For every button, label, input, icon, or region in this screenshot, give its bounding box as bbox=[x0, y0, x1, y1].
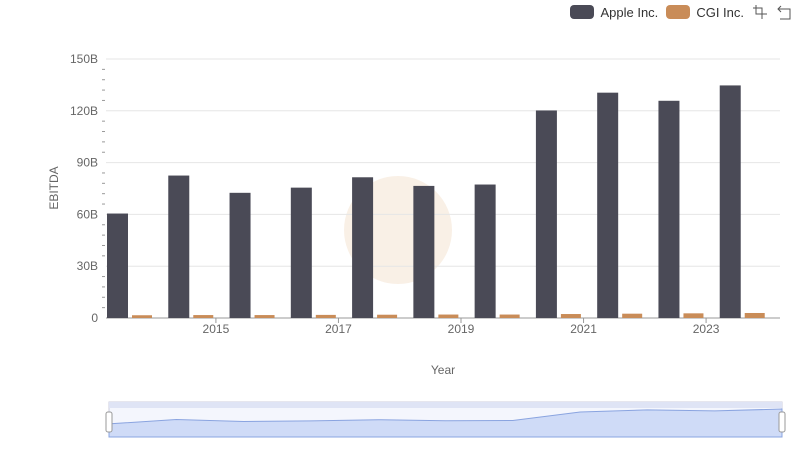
bar-apple-2016 bbox=[229, 192, 251, 318]
legend-item-cgi[interactable]: CGI Inc. bbox=[666, 5, 744, 20]
bar-apple-2022 bbox=[597, 92, 619, 318]
bar-apple-2023 bbox=[658, 100, 680, 318]
cgi-swatch bbox=[666, 5, 691, 19]
legend-label: CGI Inc. bbox=[696, 4, 744, 20]
bar-cgi-2016 bbox=[254, 315, 275, 318]
bar-cgi-2015 bbox=[193, 315, 214, 318]
bar-cgi-2017 bbox=[315, 314, 336, 318]
legend-label: Apple Inc. bbox=[600, 4, 659, 20]
bar-apple-2020 bbox=[474, 184, 496, 318]
bar-apple-2015 bbox=[168, 175, 190, 318]
apple-swatch bbox=[570, 5, 595, 19]
bar-apple-2019 bbox=[413, 185, 435, 318]
y-tick-label: 90B bbox=[77, 156, 98, 170]
navigator-handle-left[interactable] bbox=[105, 411, 113, 433]
y-tick-label: 0 bbox=[91, 311, 98, 325]
bar-apple-2014 bbox=[107, 213, 128, 318]
bar-apple-2024 bbox=[719, 85, 741, 318]
y-tick-label: 120B bbox=[70, 104, 98, 118]
bar-apple-2021 bbox=[535, 110, 557, 318]
bar-cgi-2014 bbox=[132, 315, 152, 318]
y-tick-label: 60B bbox=[77, 207, 98, 221]
bar-apple-2018 bbox=[352, 177, 374, 318]
bar-cgi-2023 bbox=[683, 313, 704, 318]
bar-cgi-2022 bbox=[622, 313, 643, 318]
bar-cgi-2019 bbox=[438, 314, 459, 318]
x-tick-label: 2019 bbox=[448, 322, 475, 336]
x-axis-title: Year bbox=[431, 363, 455, 377]
bar-cgi-2020 bbox=[499, 314, 520, 318]
navigator-series bbox=[108, 408, 783, 438]
zoom-select-icon[interactable] bbox=[752, 4, 768, 20]
x-tick-label: 2021 bbox=[570, 322, 597, 336]
y-axis-title: EBITDA bbox=[47, 166, 61, 209]
x-tick-label: 2023 bbox=[693, 322, 720, 336]
navigator-handle-right[interactable] bbox=[778, 411, 786, 433]
bar-cgi-2018 bbox=[377, 314, 398, 318]
legend: Apple Inc. CGI Inc. bbox=[570, 4, 792, 20]
y-tick-label: 150B bbox=[70, 52, 98, 66]
reset-zoom-icon[interactable] bbox=[776, 4, 792, 20]
bar-cgi-2021 bbox=[560, 314, 581, 318]
y-tick-label: 30B bbox=[77, 259, 98, 273]
bar-apple-2017 bbox=[290, 187, 312, 318]
bar-cgi-2024 bbox=[744, 312, 765, 318]
x-tick-label: 2015 bbox=[203, 322, 230, 336]
navigator-scrollbar bbox=[109, 402, 782, 408]
x-tick-label: 2017 bbox=[325, 322, 352, 336]
legend-item-apple[interactable]: Apple Inc. bbox=[570, 5, 658, 20]
